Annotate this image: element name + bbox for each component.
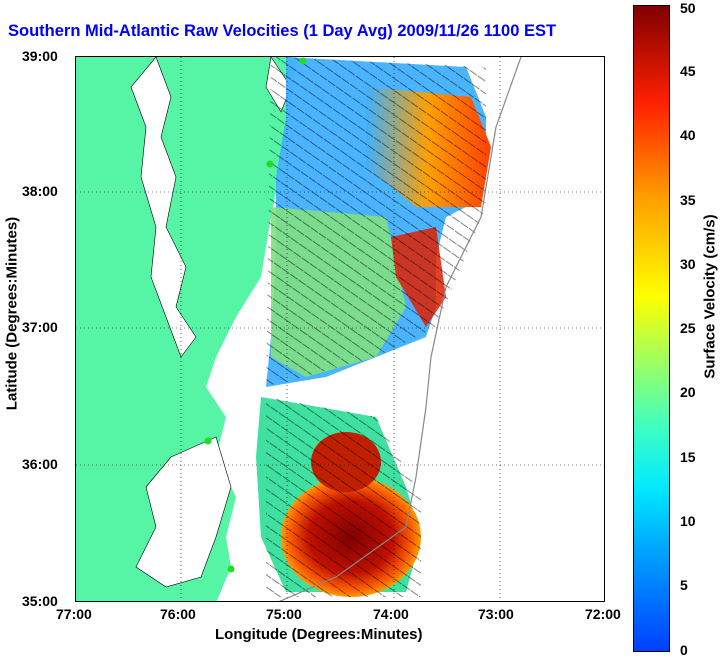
y-tick-36: 36:00 — [22, 456, 58, 472]
station-marker — [266, 160, 274, 168]
colorbar-tick-20: 20 — [680, 384, 696, 400]
colorbar-label: Surface Velocity (cm/s) — [701, 214, 719, 379]
y-tick-38: 38:00 — [22, 183, 58, 199]
map-canvas — [76, 57, 604, 601]
colorbar — [633, 5, 670, 652]
x-tick-75: 75:00 — [266, 606, 302, 622]
colorbar-tick-50: 50 — [680, 0, 696, 16]
x-tick-76: 76:00 — [160, 606, 196, 622]
station-marker — [299, 57, 307, 65]
colorbar-tick-0: 0 — [680, 642, 688, 658]
map-panel — [75, 56, 605, 602]
colorbar-tick-25: 25 — [680, 320, 696, 336]
colorbar-tick-30: 30 — [680, 256, 696, 272]
x-tick-77: 77:00 — [56, 606, 92, 622]
colorbar-tick-10: 10 — [680, 513, 696, 529]
x-axis-label: Longitude (Degrees:Minutes) — [215, 626, 423, 643]
y-tick-39: 39:00 — [22, 48, 58, 64]
y-tick-35: 35:00 — [22, 593, 58, 609]
colorbar-tick-40: 40 — [680, 127, 696, 143]
station-marker — [204, 437, 212, 445]
x-tick-73: 73:00 — [478, 606, 514, 622]
colorbar-tick-45: 45 — [680, 63, 696, 79]
y-axis-label: Latitude (Degrees:Minutes) — [3, 216, 21, 411]
colorbar-tick-35: 35 — [680, 192, 696, 208]
colorbar-tick-15: 15 — [680, 449, 696, 465]
station-marker — [227, 565, 235, 573]
x-tick-74: 74:00 — [373, 606, 409, 622]
map-title: Southern Mid-Atlantic Raw Velocities (1 … — [8, 22, 557, 40]
chesapeake-bay — [130, 57, 197, 358]
x-tick-72: 72:00 — [585, 606, 621, 622]
shelf-contour — [279, 57, 522, 601]
colorbar-tick-5: 5 — [680, 577, 688, 593]
pamlico-sound — [135, 436, 232, 588]
y-tick-37: 37:00 — [22, 319, 58, 335]
